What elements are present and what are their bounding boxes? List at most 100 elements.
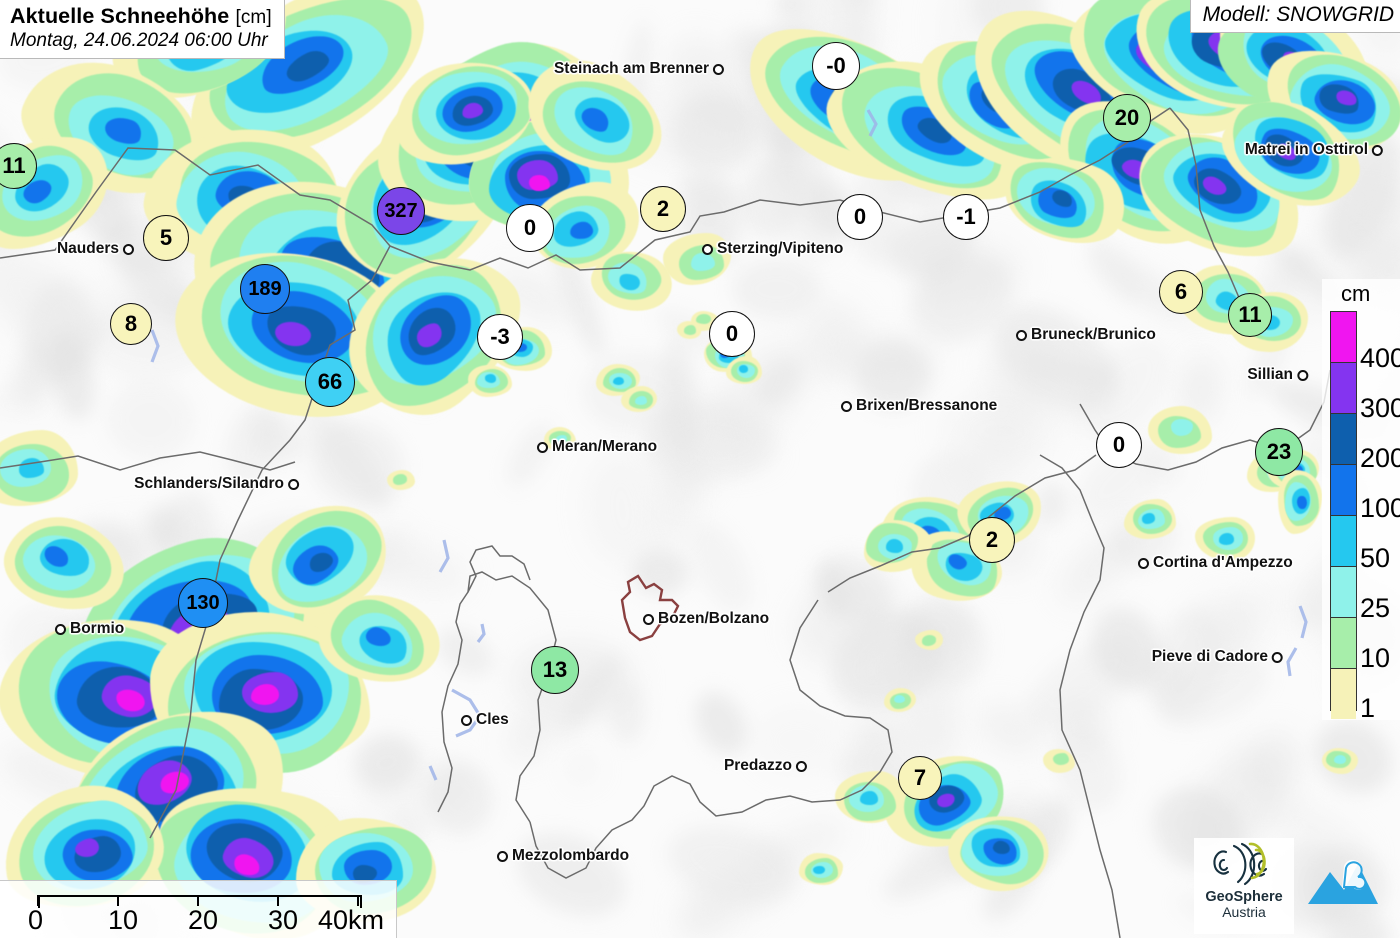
city-label: Meran/Merano [552, 438, 658, 455]
city-dot-icon [288, 478, 299, 490]
scale-tick [36, 895, 40, 906]
title-main: Aktuelle Schneehöhe [10, 4, 230, 28]
scale-number: 40km [318, 905, 385, 935]
city-marker: Sterzing/Vipiteno [702, 240, 843, 258]
bozen-city-boundary [620, 574, 680, 642]
station-marker[interactable]: 5 [143, 215, 189, 261]
city-marker: Bormio [55, 620, 124, 638]
city-label: Mezzolombardo [512, 847, 630, 864]
legend-swatch [1331, 362, 1356, 413]
city-dot-icon [643, 613, 654, 625]
city-label: Nauders [56, 240, 119, 257]
legend-tick-label: 25 [1360, 593, 1391, 623]
station-marker[interactable]: 2 [640, 186, 686, 232]
station-marker[interactable]: 11 [0, 143, 37, 189]
city-label: Bormio [70, 620, 125, 637]
station-marker[interactable]: -3 [477, 314, 523, 360]
legend-tick-label: 300 [1360, 393, 1400, 423]
city-label: Steinach am Brenner [553, 60, 709, 77]
station-marker[interactable]: 2 [969, 517, 1015, 563]
station-marker[interactable]: 66 [305, 357, 355, 407]
scale-number: 0 [28, 905, 44, 935]
city-dot-icon [55, 623, 66, 635]
geosphere-logo: GeoSphere Austria [1194, 838, 1294, 934]
city-marker: Pieve di Cadore [1152, 648, 1283, 666]
city-marker: Schlanders/Silandro [134, 475, 299, 493]
station-marker[interactable]: 7 [898, 756, 942, 800]
city-marker: Predazzo [724, 757, 807, 775]
city-dot-icon [1272, 651, 1283, 663]
city-marker: Matrei in Osttirol [1245, 141, 1383, 159]
city-dot-icon [497, 850, 508, 862]
city-marker: Bruneck/Brunico [1016, 326, 1156, 344]
city-marker: Cortina d'Ampezzo [1138, 554, 1293, 572]
city-dot-icon [1016, 329, 1027, 341]
city-dot-icon [841, 400, 852, 412]
legend-tick-label: 1 [1360, 693, 1376, 723]
station-marker[interactable]: 11 [1228, 293, 1272, 337]
geosphere-line2: Austria [1222, 904, 1266, 921]
city-marker: Meran/Merano [537, 438, 657, 456]
geosphere-line1: GeoSphere [1205, 889, 1283, 905]
scale-tick [276, 895, 280, 906]
legend-swatch [1331, 617, 1356, 668]
legend-swatch [1331, 566, 1356, 617]
title-unit: [cm] [235, 7, 272, 28]
station-marker[interactable]: 0 [709, 311, 755, 357]
title-subtitle: Montag, 24.06.2024 06:00 Uhr [10, 30, 268, 51]
city-marker: Brixen/Bressanone [841, 397, 997, 415]
station-marker[interactable]: 0 [1096, 422, 1142, 468]
city-marker: Mezzolombardo [497, 847, 629, 865]
scale-number: 20 [188, 905, 219, 935]
legend-tick-label: 50 [1360, 543, 1391, 573]
station-marker[interactable]: 0 [506, 204, 554, 252]
city-label: Brixen/Bressanone [856, 397, 998, 414]
station-marker[interactable]: -1 [943, 194, 989, 240]
city-dot-icon [1138, 557, 1149, 569]
station-marker[interactable]: -0 [812, 42, 860, 90]
legend-tick-label: 100 [1360, 493, 1400, 523]
legend-swatch [1331, 312, 1356, 362]
city-marker: Sillian [1247, 366, 1308, 384]
title-line: Aktuelle Schneehöhe [cm] [10, 4, 272, 29]
station-marker[interactable]: 13 [531, 646, 579, 694]
legend-swatch [1331, 515, 1356, 566]
station-marker[interactable]: 6 [1159, 270, 1203, 314]
city-label: Cortina d'Ampezzo [1153, 554, 1293, 571]
scale-number: 30 [268, 905, 299, 935]
city-label: Bozen/Bolzano [658, 610, 770, 627]
city-label: Matrei in Osttirol [1244, 141, 1368, 158]
title-box: Aktuelle Schneehöhe [cm] Montag, 24.06.2… [0, 0, 285, 59]
station-marker[interactable]: 0 [837, 194, 883, 240]
city-dot-icon [123, 243, 134, 255]
legend-swatch [1331, 464, 1356, 515]
city-label: Predazzo [723, 757, 792, 774]
station-marker[interactable]: 130 [178, 578, 228, 628]
station-marker[interactable]: 20 [1103, 94, 1151, 142]
city-label: Sillian [1247, 366, 1293, 383]
station-marker[interactable]: 8 [110, 303, 152, 345]
city-dot-icon [461, 714, 472, 726]
scale-bar: 0 10 20 30 40km [0, 880, 397, 938]
city-dot-icon [713, 63, 724, 75]
city-dot-icon [1372, 144, 1383, 156]
city-dot-icon [796, 760, 807, 772]
city-label: Pieve di Cadore [1151, 648, 1268, 665]
city-label: Cles [476, 711, 509, 728]
legend-tick-label: 400 [1360, 343, 1400, 373]
color-legend: cm 400 300 200 100 50 25 10 1 [1322, 279, 1400, 723]
legend-color-bar [1330, 311, 1357, 719]
station-marker[interactable]: 23 [1255, 428, 1303, 476]
legend-swatch [1331, 413, 1356, 464]
city-dot-icon [537, 441, 548, 453]
city-marker: Nauders [57, 240, 134, 258]
station-marker[interactable]: 189 [240, 264, 290, 314]
legend-swatch [1331, 668, 1356, 719]
station-marker[interactable]: 327 [377, 187, 425, 235]
city-marker: Cles [461, 711, 509, 729]
legend-unit-label: cm [1341, 281, 1371, 306]
city-dot-icon [702, 243, 713, 255]
